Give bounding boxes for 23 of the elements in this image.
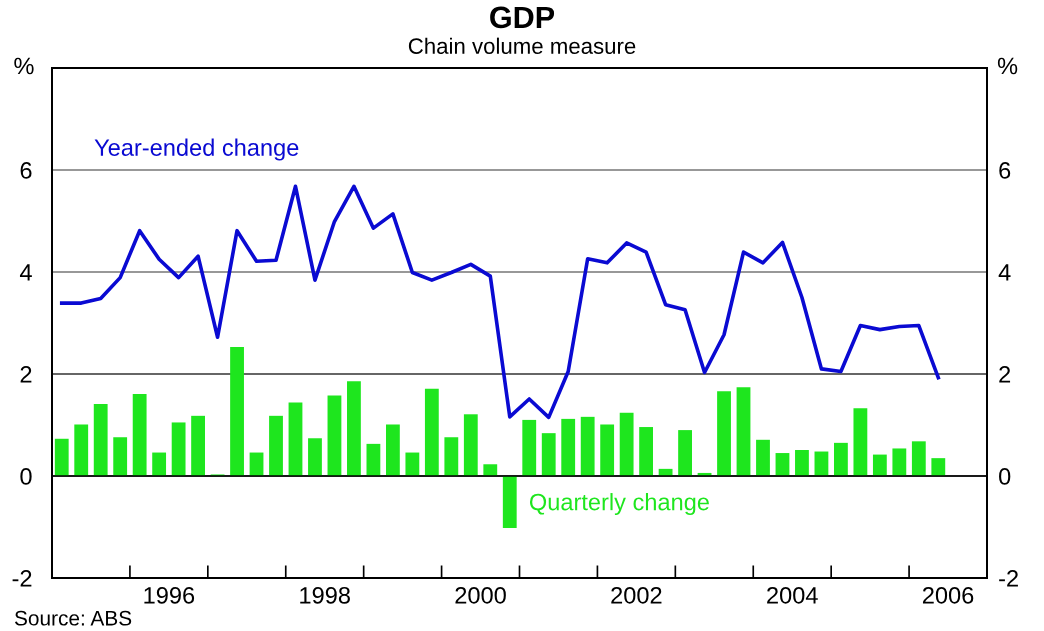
- y-tick-label: 0: [20, 468, 32, 485]
- x-tick-label: 1996: [144, 586, 195, 604]
- y-axis-title: %: [14, 57, 34, 75]
- y2-tick-label: 6: [999, 162, 1011, 179]
- y2-axis-title: %: [997, 57, 1018, 75]
- x-tick-label: 2000: [455, 586, 506, 604]
- x-tick-label: 2006: [922, 586, 974, 604]
- y2-tick-label: 0: [999, 468, 1011, 485]
- y2-tick-label: 2: [999, 366, 1011, 383]
- series-label: Quarterly change: [529, 493, 709, 516]
- chart-subtitle: Chain volume measure: [408, 37, 636, 54]
- series-label: Year-ended change: [94, 138, 299, 161]
- y-tick-label: -2: [12, 570, 32, 587]
- y-tick-label: 2: [20, 366, 32, 383]
- y-tick-label: 4: [19, 264, 32, 281]
- x-tick-label: 1998: [300, 586, 350, 604]
- source-note: Source: ABS: [14, 610, 132, 626]
- chart-title: GDP: [490, 6, 555, 29]
- y-tick-label: 6: [20, 162, 32, 179]
- y2-tick-label: -2: [999, 570, 1018, 587]
- y2-tick-label: 4: [998, 264, 1011, 281]
- x-tick-label: 2002: [611, 586, 662, 604]
- x-tick-label: 2004: [767, 586, 818, 604]
